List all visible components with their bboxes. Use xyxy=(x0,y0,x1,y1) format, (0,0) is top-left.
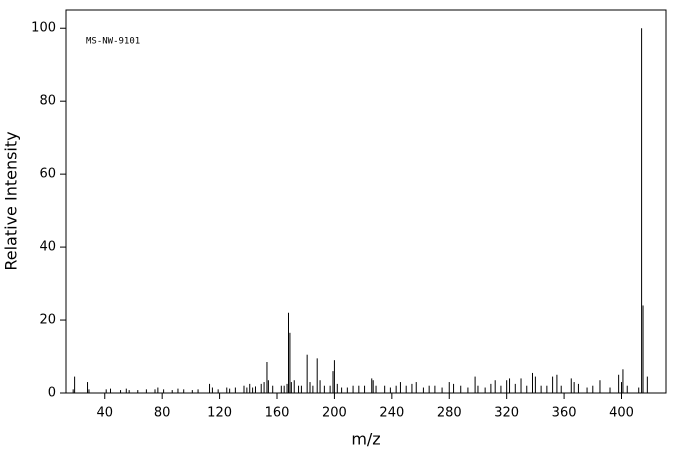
x-tick-label: 360 xyxy=(552,406,577,421)
x-tick-label: 200 xyxy=(322,406,347,421)
x-axis-label: m/z xyxy=(351,430,380,449)
y-tick-label: 20 xyxy=(39,313,56,328)
x-tick-label: 120 xyxy=(207,406,232,421)
y-tick-label: 40 xyxy=(39,240,56,255)
y-axis-label: Relative Intensity xyxy=(2,131,21,270)
x-tick-label: 160 xyxy=(265,406,290,421)
x-tick-label: 320 xyxy=(494,406,519,421)
y-tick-label: 100 xyxy=(31,21,56,36)
x-tick-label: 80 xyxy=(154,406,171,421)
y-tick-label: 60 xyxy=(39,167,56,182)
x-tick-label: 280 xyxy=(437,406,462,421)
y-tick-label: 80 xyxy=(39,94,56,109)
x-tick-label: 400 xyxy=(609,406,634,421)
y-tick-label: 0 xyxy=(48,386,56,401)
x-tick-label: 40 xyxy=(96,406,113,421)
plot-frame xyxy=(65,9,667,394)
annotation: MS-NW-9101 xyxy=(86,37,140,47)
x-tick-label: 240 xyxy=(379,406,404,421)
